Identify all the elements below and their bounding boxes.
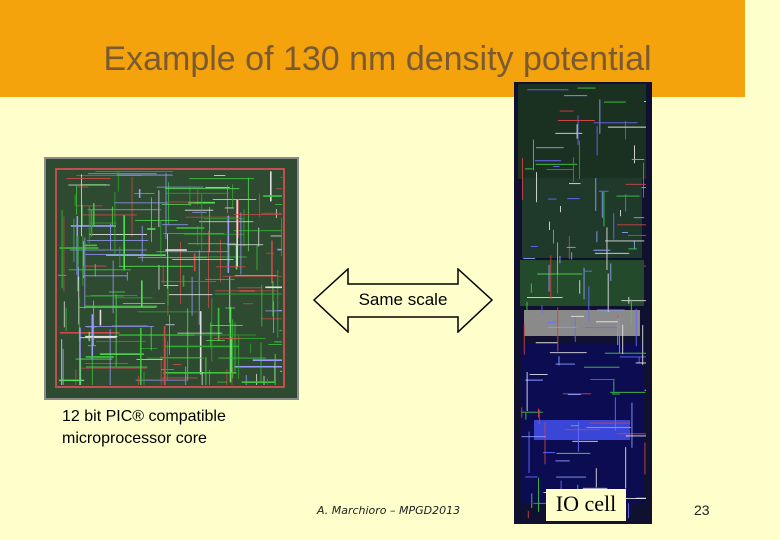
page-number: 23 bbox=[694, 502, 710, 518]
title-bar bbox=[0, 0, 745, 97]
io-cell-label: IO cell bbox=[546, 489, 626, 521]
core-layout-graphic bbox=[46, 159, 297, 398]
slide-title: Example of 130 nm density potential bbox=[103, 40, 652, 78]
double-arrow-icon bbox=[312, 267, 494, 334]
arrow-label: Same scale bbox=[358, 290, 448, 309]
caption-line-1: 12 bit PIC® compatible bbox=[62, 408, 226, 425]
footer-author: A. Marchioro – MPGD2013 bbox=[317, 504, 461, 517]
core-caption: 12 bit PIC® compatible microprocessor co… bbox=[62, 406, 226, 450]
caption-line-2: microprocessor core bbox=[62, 430, 207, 447]
core-layout-image bbox=[44, 157, 299, 400]
same-scale-arrow: Same scale bbox=[312, 267, 494, 334]
io-cell-layout-graphic bbox=[514, 82, 652, 524]
io-cell-layout-image bbox=[514, 82, 652, 524]
